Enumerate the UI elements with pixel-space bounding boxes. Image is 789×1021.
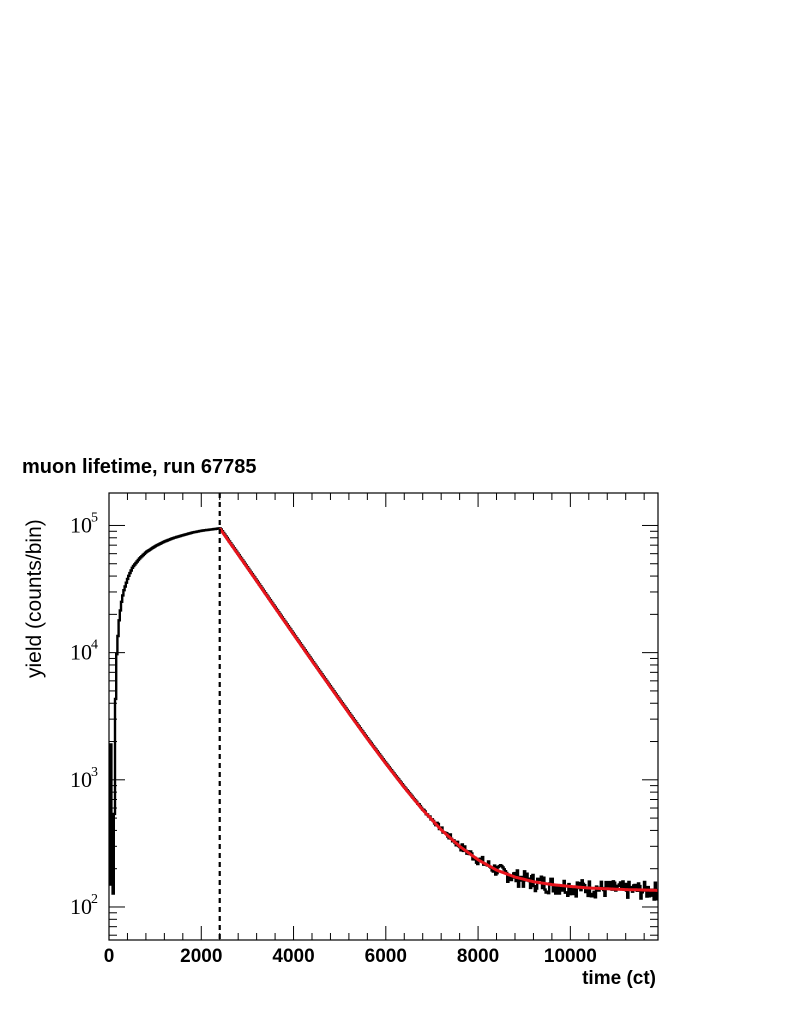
x-tick-label: 4000 (272, 946, 314, 967)
x-axis-label: time (ct) (582, 968, 656, 989)
y-tick-label: 10 (70, 512, 92, 537)
fit-curve (218, 527, 658, 892)
histogram-line (109, 527, 659, 901)
x-tick-label: 10000 (544, 946, 597, 967)
x-tick-label: 8000 (457, 946, 499, 967)
y-tick-exponent: 2 (91, 892, 98, 907)
x-tick-label: 0 (104, 946, 115, 967)
x-axis: 0 2000 4000 6000 8000 10000 (104, 493, 645, 967)
y-axis-label: yield (counts/bin) (23, 519, 46, 678)
plot-frame (108, 492, 659, 941)
y-tick-exponent: 5 (91, 510, 98, 525)
x-tick-label: 2000 (180, 946, 222, 967)
y-tick-label: 10 (70, 767, 92, 792)
x-tick-label: 6000 (365, 946, 407, 967)
y-tick-label: 10 (70, 894, 92, 919)
chart-title: muon lifetime, run 67785 (22, 456, 257, 478)
y-tick-exponent: 3 (91, 765, 98, 780)
y-tick-exponent: 4 (91, 638, 98, 653)
y-tick-label: 10 (70, 640, 92, 665)
plot-content (109, 493, 659, 940)
